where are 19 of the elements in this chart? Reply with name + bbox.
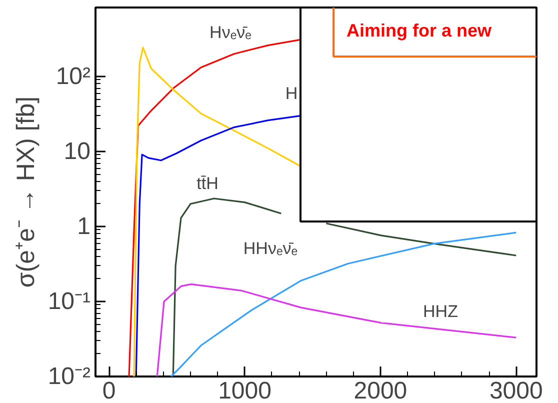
line-series — [156, 283, 517, 376]
annotation: tt̄H — [196, 174, 218, 193]
annotation: Aiming for a new — [346, 20, 493, 40]
y-tick-label: 10² — [56, 62, 91, 90]
annotation: HHνₑν̄ₑ — [243, 239, 298, 258]
x-tick-label: 2000 — [354, 378, 408, 403]
y-tick-label: 10 — [64, 138, 91, 165]
annotation: H — [285, 84, 298, 103]
line-series — [170, 232, 517, 376]
x-tick-label: 0 — [102, 378, 116, 403]
line-series — [135, 114, 302, 376]
annotation: HHZ — [423, 302, 458, 321]
annotation: Hνₑν̄ₑ — [210, 23, 252, 42]
y-tick-label: 10⁻¹ — [48, 288, 91, 315]
x-tick-label: 1000 — [218, 378, 272, 403]
x-tick-label: 3000 — [489, 378, 543, 403]
y-tick-label: 1 — [77, 212, 91, 240]
y-axis-title: σ(e⁺e⁻ → HX) [fb] — [12, 96, 40, 288]
y-tick-label: 10⁻² — [48, 363, 91, 390]
